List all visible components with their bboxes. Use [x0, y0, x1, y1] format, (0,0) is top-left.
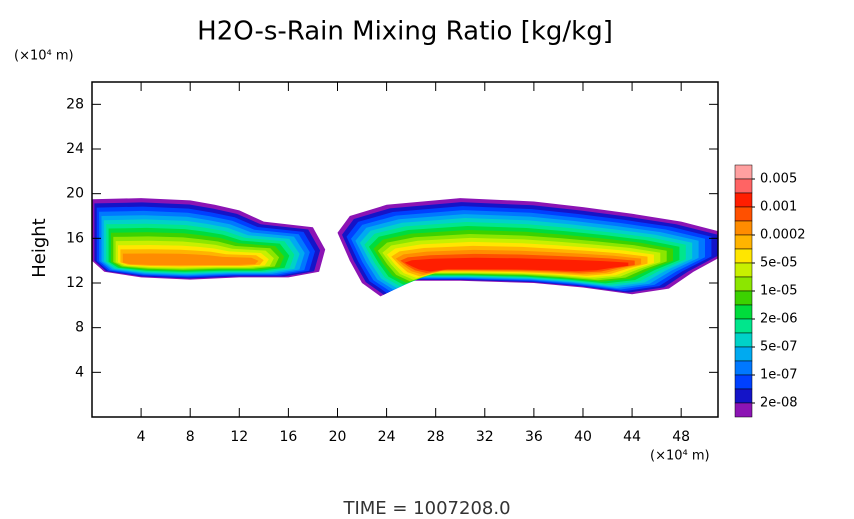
colorbar-box	[734, 374, 753, 390]
colorbar-box	[734, 346, 753, 362]
x-tick-label: 24	[378, 429, 396, 445]
y-tick-label: 28	[66, 96, 84, 112]
colorbar-box	[734, 402, 753, 418]
x-tick-label: 8	[186, 429, 195, 445]
x-tick-label: 28	[427, 429, 445, 445]
colorbar-label: 2e-08	[760, 396, 798, 411]
colorbar-label: 2e-06	[760, 312, 798, 327]
x-tick-label: 4	[137, 429, 146, 445]
colorbar-box	[734, 262, 753, 278]
colorbar-box	[734, 290, 753, 306]
colorbar-box	[734, 360, 753, 376]
footer: TIME = 1007208.0	[342, 498, 510, 519]
y-tick-label: 4	[75, 364, 84, 380]
x-tick-label: 12	[230, 429, 248, 445]
x-tick-label: 20	[329, 429, 347, 445]
colorbar-label: 0.0002	[760, 228, 806, 243]
colorbar-label: 5e-07	[760, 340, 798, 355]
colorbar-label: 0.005	[760, 172, 797, 187]
colorbar-box	[734, 276, 753, 292]
colorbar-box	[734, 220, 753, 236]
colorbar-box	[734, 332, 753, 348]
colorbar-box	[734, 234, 753, 250]
y-unit: (×10⁴ m)	[14, 49, 74, 64]
colorbar-box	[734, 304, 753, 320]
colorbar-label: 1e-07	[760, 368, 798, 383]
y-axis-label: Height	[29, 218, 50, 278]
y-tick-label: 12	[66, 275, 84, 291]
colorbar-box	[734, 164, 753, 180]
y-tick-label: 16	[66, 230, 84, 246]
x-tick-label: 16	[279, 429, 297, 445]
y-tick-label: 8	[75, 320, 84, 336]
plot-frame	[91, 81, 719, 418]
x-tick-label: 36	[525, 429, 543, 445]
colorbar-box	[734, 178, 753, 194]
contour-field	[92, 198, 718, 297]
x-unit: (×10⁴ m)	[650, 449, 710, 464]
y-tick-label: 20	[66, 186, 84, 202]
contour-band	[122, 253, 259, 266]
contour-band	[404, 257, 629, 272]
chart-title: H2O-s-Rain Mixing Ratio [kg/kg]	[197, 17, 613, 47]
x-tick-label: 40	[574, 429, 592, 445]
x-tick-label: 44	[623, 429, 641, 445]
colorbar-box	[734, 388, 753, 404]
colorbar-box	[734, 206, 753, 222]
colorbar-label: 1e-05	[760, 284, 798, 299]
colorbar-label: 0.001	[760, 200, 797, 215]
x-tick-label: 32	[476, 429, 494, 445]
colorbar-label: 5e-05	[760, 256, 798, 271]
x-tick-label: 48	[672, 429, 690, 445]
colorbar-box	[734, 318, 753, 334]
colorbar-box	[734, 248, 753, 264]
colorbar-box	[734, 192, 753, 208]
y-tick-label: 24	[66, 141, 84, 157]
